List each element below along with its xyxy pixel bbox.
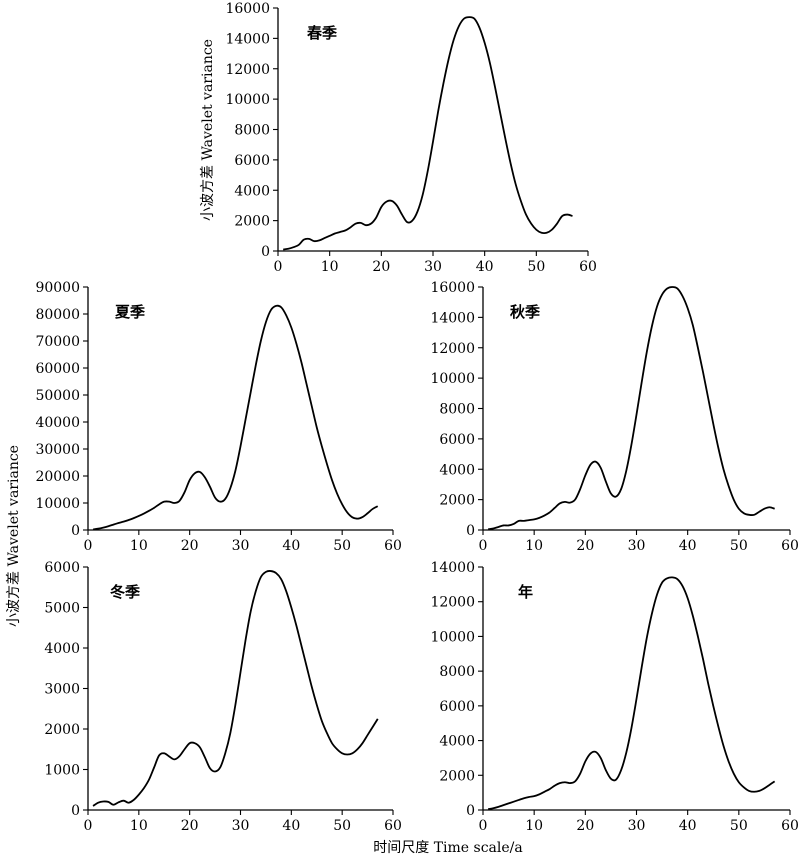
x-tick-label: 0	[479, 818, 488, 834]
y-tick-label: 10000	[430, 629, 475, 645]
y-tick-label: 30000	[35, 442, 80, 458]
x-tick-label: 50	[730, 538, 748, 554]
y-tick-label: 0	[466, 803, 475, 819]
y-tick-label: 20000	[35, 469, 80, 485]
y-tick-label: 14000	[430, 560, 475, 576]
y-tick-label: 80000	[35, 307, 80, 323]
x-tick-label: 30	[628, 538, 646, 554]
y-tick-label: 2000	[439, 493, 475, 509]
y-tick-label: 12000	[430, 341, 475, 357]
x-tick-label: 50	[333, 538, 351, 554]
x-tick-label: 60	[579, 259, 597, 275]
x-tick-label: 40	[476, 259, 494, 275]
y-tick-label: 0	[466, 523, 475, 539]
x-tick-label: 50	[527, 259, 545, 275]
y-tick-label: 14000	[225, 31, 270, 47]
y-tick-label: 8000	[439, 664, 475, 680]
x-tick-label: 60	[384, 818, 402, 834]
y-tick-label: 16000	[225, 1, 270, 17]
variance-curve	[487, 576, 776, 811]
x-tick-label: 30	[424, 259, 442, 275]
y-tick-label: 2000	[44, 722, 80, 738]
x-tick-label: 40	[679, 538, 697, 554]
y-tick-label: 14000	[430, 310, 475, 326]
chart-panel-winter: 0 1000 2000 3000 4000 5000 6000 0 10 20 30 40 50 60 冬季	[44, 560, 402, 834]
panel-title: 冬季	[110, 583, 140, 601]
y-axis-label: 小波方差 Wavelet variance	[6, 445, 22, 627]
x-tick-label: 20	[576, 538, 594, 554]
x-tick-label: 40	[679, 818, 697, 834]
x-tick-label: 10	[130, 538, 148, 554]
y-tick-label: 40000	[35, 415, 80, 431]
y-tick-label: 16000	[430, 280, 475, 296]
y-tick-label: 8000	[234, 123, 270, 139]
y-tick-label: 5000	[44, 601, 80, 617]
x-tick-label: 0	[479, 538, 488, 554]
y-tick-label: 4000	[234, 183, 270, 199]
x-tick-label: 60	[384, 538, 402, 554]
x-tick-label: 20	[181, 818, 199, 834]
variance-curve	[487, 286, 775, 531]
y-tick-label: 12000	[225, 62, 270, 78]
y-tick-label: 2000	[234, 214, 270, 230]
y-tick-label: 90000	[35, 280, 80, 296]
x-tick-label: 20	[576, 818, 594, 834]
y-tick-label: 1000	[44, 763, 80, 779]
x-tick-label: 40	[282, 538, 300, 554]
chart-panel-autumn: 0 2000 4000 6000 8000 10000 12000 14000 16000 0 10…	[430, 280, 798, 554]
y-tick-label: 10000	[35, 496, 80, 512]
y-tick-label: 8000	[439, 402, 475, 418]
x-tick-label: 10	[525, 538, 543, 554]
y-tick-label: 6000	[439, 432, 475, 448]
chart-panel-spring: 0 2000 4000 6000 8000 10000 12000 14000 16000 0 10…	[225, 1, 596, 275]
x-tick-label: 0	[274, 259, 283, 275]
y-tick-label: 12000	[430, 595, 475, 611]
y-tick-label: 3000	[44, 682, 80, 698]
y-axis-label-top-panel: 小波方差 Wavelet variance	[200, 39, 216, 221]
x-tick-label: 50	[333, 818, 351, 834]
y-tick-label: 6000	[439, 699, 475, 715]
x-tick-label: 30	[628, 818, 646, 834]
x-tick-label: 10	[525, 818, 543, 834]
variance-curve	[92, 570, 379, 807]
y-tick-label: 60000	[35, 361, 80, 377]
panel-title: 春季	[307, 24, 337, 42]
x-tick-label: 40	[282, 818, 300, 834]
x-tick-label: 20	[181, 538, 199, 554]
y-tick-label: 0	[71, 523, 80, 539]
y-tick-label: 6000	[44, 560, 80, 576]
y-tick-label: 70000	[35, 334, 80, 350]
y-tick-label: 0	[71, 803, 80, 819]
y-tick-label: 6000	[234, 153, 270, 169]
x-tick-label: 0	[84, 818, 93, 834]
y-tick-label: 50000	[35, 388, 80, 404]
panel-title: 夏季	[114, 303, 145, 321]
x-tick-label: 10	[130, 818, 148, 834]
y-tick-label: 0	[261, 244, 270, 260]
y-tick-label: 4000	[439, 734, 475, 750]
x-tick-label: 60	[781, 538, 799, 554]
y-tick-label: 2000	[439, 768, 475, 784]
x-tick-label: 30	[232, 538, 250, 554]
y-tick-label: 4000	[439, 462, 475, 478]
y-tick-label: 10000	[430, 371, 475, 387]
x-tick-label: 20	[372, 259, 390, 275]
x-axis-label: 时间尺度 Time scale/a	[373, 840, 522, 856]
panel-title: 秋季	[510, 303, 540, 321]
chart-panel-summer: 0 10000 20000 30000 40000 50000 60000 70000 8000…	[35, 280, 401, 554]
panel-title: 年	[518, 583, 533, 601]
y-tick-label: 4000	[44, 641, 80, 657]
x-tick-label: 60	[781, 818, 799, 834]
y-tick-label: 10000	[225, 92, 270, 108]
variance-curve	[92, 304, 379, 531]
x-tick-label: 50	[730, 818, 748, 834]
x-tick-label: 10	[321, 259, 339, 275]
x-tick-label: 0	[84, 538, 93, 554]
x-tick-label: 30	[232, 818, 250, 834]
chart-panel-annual: 0 2000 4000 6000 8000 10000 12000 14000 0 10 20 30 4…	[430, 560, 798, 834]
variance-curve	[283, 16, 573, 251]
